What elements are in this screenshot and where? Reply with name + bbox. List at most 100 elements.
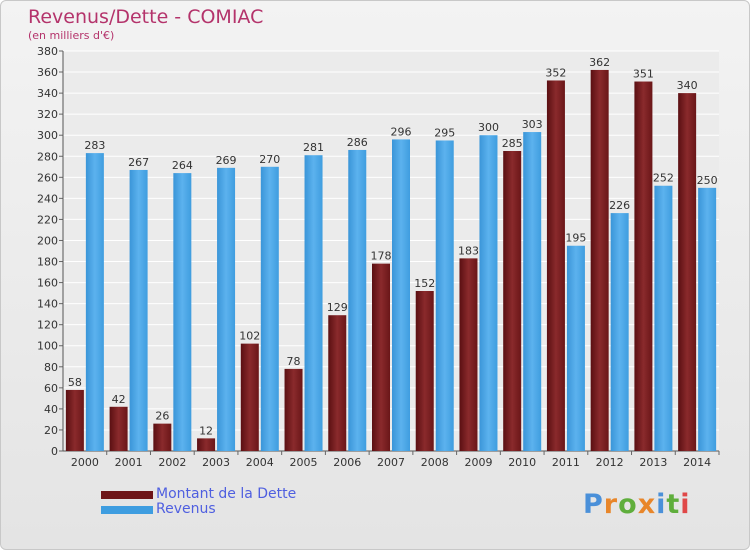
x-tick-label: 2014 — [683, 456, 711, 469]
data-label-dette: 362 — [589, 56, 610, 69]
logo-letter: x — [637, 489, 657, 520]
data-label-revenus: 267 — [128, 156, 149, 169]
data-label-revenus: 264 — [172, 159, 193, 172]
data-label-revenus: 226 — [609, 199, 630, 212]
data-label-dette: 178 — [371, 250, 392, 263]
y-tick-label: 360 — [37, 66, 58, 79]
logo-letter: o — [618, 489, 638, 520]
logo-letter: P — [583, 489, 604, 520]
x-tick-label: 2006 — [333, 456, 361, 469]
data-label-dette: 58 — [68, 376, 82, 389]
y-tick-label: 60 — [44, 382, 58, 395]
data-label-dette: 152 — [414, 277, 435, 290]
bar-dette — [372, 263, 390, 451]
x-tick-label: 2001 — [115, 456, 143, 469]
logo-letter: i — [680, 489, 691, 520]
data-label-dette: 102 — [239, 330, 260, 343]
bar-revenus — [348, 149, 367, 451]
bar-revenus — [435, 140, 454, 451]
data-label-dette: 285 — [502, 137, 523, 150]
bar-dette — [109, 406, 128, 451]
bar-revenus — [698, 187, 717, 451]
logo-letter: r — [603, 489, 619, 520]
y-tick-label: 220 — [37, 213, 58, 226]
x-tick-label: 2003 — [202, 456, 230, 469]
y-tick-label: 200 — [37, 234, 58, 247]
y-tick-label: 240 — [37, 192, 58, 205]
data-label-revenus: 269 — [216, 154, 237, 167]
data-label-revenus: 286 — [347, 136, 368, 149]
data-label-dette: 12 — [199, 424, 213, 437]
y-tick-label: 300 — [37, 129, 58, 142]
plot-area — [63, 51, 719, 451]
data-label-revenus: 283 — [84, 139, 105, 152]
bar-revenus — [304, 155, 323, 452]
data-label-dette: 26 — [155, 410, 169, 423]
x-tick-label: 2008 — [421, 456, 449, 469]
bar-dette — [284, 368, 303, 451]
bar-dette — [197, 438, 216, 451]
bar-dette — [328, 315, 347, 451]
bar-revenus — [129, 169, 148, 451]
x-tick-label: 2007 — [377, 456, 405, 469]
y-tick-label: 320 — [37, 108, 58, 121]
data-label-dette: 340 — [677, 79, 698, 92]
bar-dette — [153, 423, 172, 451]
y-tick-label: 120 — [37, 319, 58, 332]
data-label-revenus: 195 — [565, 232, 586, 245]
bar-dette — [546, 80, 565, 451]
y-tick-label: 140 — [37, 298, 58, 311]
bar-dette — [240, 343, 259, 451]
y-tick-label: 100 — [37, 340, 58, 353]
x-tick-label: 2012 — [596, 456, 624, 469]
legend-label-revenus: Revenus — [156, 501, 216, 517]
data-label-revenus: 300 — [478, 121, 499, 134]
x-tick-label: 2005 — [290, 456, 318, 469]
x-tick-label: 2011 — [552, 456, 580, 469]
x-tick-label: 2002 — [158, 456, 186, 469]
data-label-revenus: 252 — [653, 172, 674, 185]
y-tick-label: 280 — [37, 150, 58, 163]
proxiti-logo: Proxiti — [583, 489, 691, 520]
bar-revenus — [85, 153, 104, 451]
data-label-dette: 351 — [633, 68, 654, 81]
data-label-dette: 42 — [112, 393, 126, 406]
x-tick-label: 2013 — [639, 456, 667, 469]
y-tick-label: 160 — [37, 277, 58, 290]
y-tick-label: 80 — [44, 361, 58, 374]
data-label-dette: 129 — [327, 301, 348, 314]
x-tick-label: 2000 — [71, 456, 99, 469]
bar-dette — [459, 258, 478, 451]
bar-revenus — [392, 139, 410, 451]
y-tick-label: 260 — [37, 171, 58, 184]
bar-dette — [634, 81, 653, 452]
data-label-dette: 183 — [458, 244, 479, 257]
y-tick-label: 380 — [37, 45, 58, 58]
bar-revenus — [173, 173, 192, 451]
bar-revenus — [217, 167, 236, 451]
bar-revenus — [654, 185, 673, 451]
chart-subtitle: (en milliers d'€) — [28, 29, 115, 42]
data-label-dette: 78 — [287, 355, 301, 368]
x-tick-label: 2010 — [508, 456, 536, 469]
y-tick-label: 40 — [44, 403, 58, 416]
logo-letter: i — [656, 489, 667, 520]
logo-letter: t — [666, 489, 681, 520]
bar-revenus — [260, 166, 279, 451]
data-label-dette: 352 — [545, 66, 566, 79]
bar-dette — [678, 93, 697, 452]
x-tick-label: 2009 — [464, 456, 492, 469]
x-tick-label: 2004 — [246, 456, 274, 469]
legend-swatch-dette — [101, 491, 153, 499]
bar-dette — [415, 291, 434, 451]
bar-dette — [503, 151, 522, 451]
bar-revenus — [566, 245, 585, 451]
data-label-revenus: 303 — [522, 118, 543, 131]
legend-label-dette: Montant de la Dette — [156, 486, 297, 502]
legend-swatch-revenus — [101, 506, 153, 514]
bar-revenus — [523, 132, 542, 452]
data-label-revenus: 295 — [434, 126, 455, 139]
bar-revenus — [479, 135, 498, 452]
